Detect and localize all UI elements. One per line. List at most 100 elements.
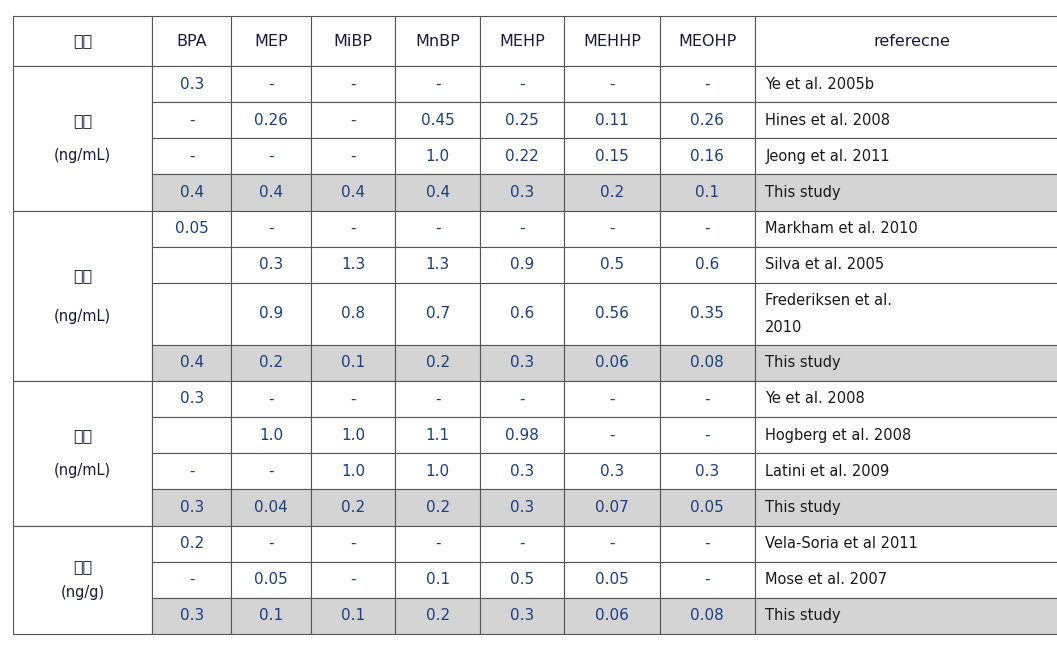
Bar bbox=[311, 175, 395, 211]
Bar bbox=[13, 211, 152, 380]
Text: (ng/mL): (ng/mL) bbox=[54, 309, 111, 324]
Bar bbox=[395, 138, 480, 175]
Bar bbox=[480, 247, 564, 283]
Text: 0.45: 0.45 bbox=[421, 113, 455, 127]
Text: -: - bbox=[268, 149, 274, 164]
Bar bbox=[660, 345, 755, 380]
Text: -: - bbox=[704, 573, 710, 587]
Text: 0.3: 0.3 bbox=[600, 464, 624, 479]
Text: 0.1: 0.1 bbox=[259, 608, 283, 624]
Bar bbox=[755, 175, 1057, 211]
Bar bbox=[231, 102, 311, 138]
Text: 0.3: 0.3 bbox=[180, 500, 204, 515]
Text: This study: This study bbox=[765, 185, 841, 200]
Text: MEP: MEP bbox=[255, 34, 288, 49]
Text: 0.6: 0.6 bbox=[696, 258, 719, 272]
Text: -: - bbox=[268, 221, 274, 236]
Bar bbox=[395, 16, 480, 66]
Bar bbox=[152, 562, 231, 598]
Bar bbox=[311, 598, 395, 634]
Text: -: - bbox=[519, 536, 525, 551]
Bar bbox=[480, 380, 564, 417]
Bar bbox=[660, 247, 755, 283]
Text: Ye et al. 2008: Ye et al. 2008 bbox=[765, 391, 865, 406]
Bar bbox=[480, 525, 564, 562]
Text: 0.2: 0.2 bbox=[259, 355, 283, 370]
Bar bbox=[152, 283, 231, 345]
Bar bbox=[480, 489, 564, 525]
Bar bbox=[660, 453, 755, 489]
Text: 0.2: 0.2 bbox=[426, 608, 449, 624]
Bar bbox=[660, 283, 755, 345]
Bar bbox=[13, 66, 152, 211]
Text: 0.06: 0.06 bbox=[595, 608, 629, 624]
Bar bbox=[152, 525, 231, 562]
Bar bbox=[564, 417, 660, 453]
Text: referecne: referecne bbox=[874, 34, 950, 49]
Text: Frederiksen et al.: Frederiksen et al. bbox=[765, 293, 892, 308]
Bar bbox=[660, 66, 755, 102]
Text: 0.2: 0.2 bbox=[426, 355, 449, 370]
Text: 0.06: 0.06 bbox=[595, 355, 629, 370]
Text: 0.1: 0.1 bbox=[341, 608, 365, 624]
Bar bbox=[231, 175, 311, 211]
Bar bbox=[660, 562, 755, 598]
Bar bbox=[152, 247, 231, 283]
Bar bbox=[755, 247, 1057, 283]
Text: 1.1: 1.1 bbox=[426, 428, 449, 443]
Bar bbox=[564, 283, 660, 345]
Text: MEHP: MEHP bbox=[499, 34, 545, 49]
Text: 0.26: 0.26 bbox=[254, 113, 289, 127]
Bar bbox=[660, 211, 755, 247]
Bar bbox=[231, 283, 311, 345]
Bar bbox=[564, 525, 660, 562]
Text: 0.4: 0.4 bbox=[180, 185, 204, 200]
Bar bbox=[564, 598, 660, 634]
Bar bbox=[480, 417, 564, 453]
Bar bbox=[395, 598, 480, 634]
Bar bbox=[660, 525, 755, 562]
Text: Hogberg et al. 2008: Hogberg et al. 2008 bbox=[765, 428, 911, 443]
Text: 0.9: 0.9 bbox=[259, 306, 283, 322]
Bar bbox=[311, 417, 395, 453]
Text: -: - bbox=[268, 536, 274, 551]
Text: MiBP: MiBP bbox=[334, 34, 372, 49]
Bar bbox=[311, 138, 395, 175]
Text: 0.6: 0.6 bbox=[511, 306, 534, 322]
Text: 0.2: 0.2 bbox=[600, 185, 624, 200]
Bar bbox=[231, 525, 311, 562]
Bar bbox=[480, 598, 564, 634]
Text: Ye et al. 2005b: Ye et al. 2005b bbox=[765, 76, 874, 91]
Bar bbox=[231, 211, 311, 247]
Bar bbox=[755, 598, 1057, 634]
Text: MEOHP: MEOHP bbox=[678, 34, 737, 49]
Bar bbox=[480, 102, 564, 138]
Text: 0.3: 0.3 bbox=[180, 391, 204, 406]
Text: -: - bbox=[434, 536, 441, 551]
Bar bbox=[480, 138, 564, 175]
Text: 1.3: 1.3 bbox=[426, 258, 449, 272]
Bar bbox=[152, 16, 231, 66]
Text: -: - bbox=[519, 221, 525, 236]
Bar bbox=[13, 380, 152, 525]
Bar bbox=[231, 247, 311, 283]
Text: -: - bbox=[350, 391, 356, 406]
Bar bbox=[755, 417, 1057, 453]
Text: 1.0: 1.0 bbox=[259, 428, 283, 443]
Text: 0.1: 0.1 bbox=[426, 573, 449, 587]
Bar bbox=[152, 453, 231, 489]
Text: 0.3: 0.3 bbox=[696, 464, 719, 479]
Bar bbox=[395, 175, 480, 211]
Bar bbox=[480, 283, 564, 345]
Text: 0.08: 0.08 bbox=[690, 355, 724, 370]
Bar bbox=[395, 345, 480, 380]
Bar bbox=[231, 562, 311, 598]
Bar bbox=[480, 211, 564, 247]
Text: -: - bbox=[609, 76, 615, 91]
Bar bbox=[311, 345, 395, 380]
Bar bbox=[755, 138, 1057, 175]
Bar bbox=[311, 489, 395, 525]
Bar bbox=[152, 138, 231, 175]
Text: 0.3: 0.3 bbox=[511, 608, 534, 624]
Text: 0.3: 0.3 bbox=[511, 355, 534, 370]
